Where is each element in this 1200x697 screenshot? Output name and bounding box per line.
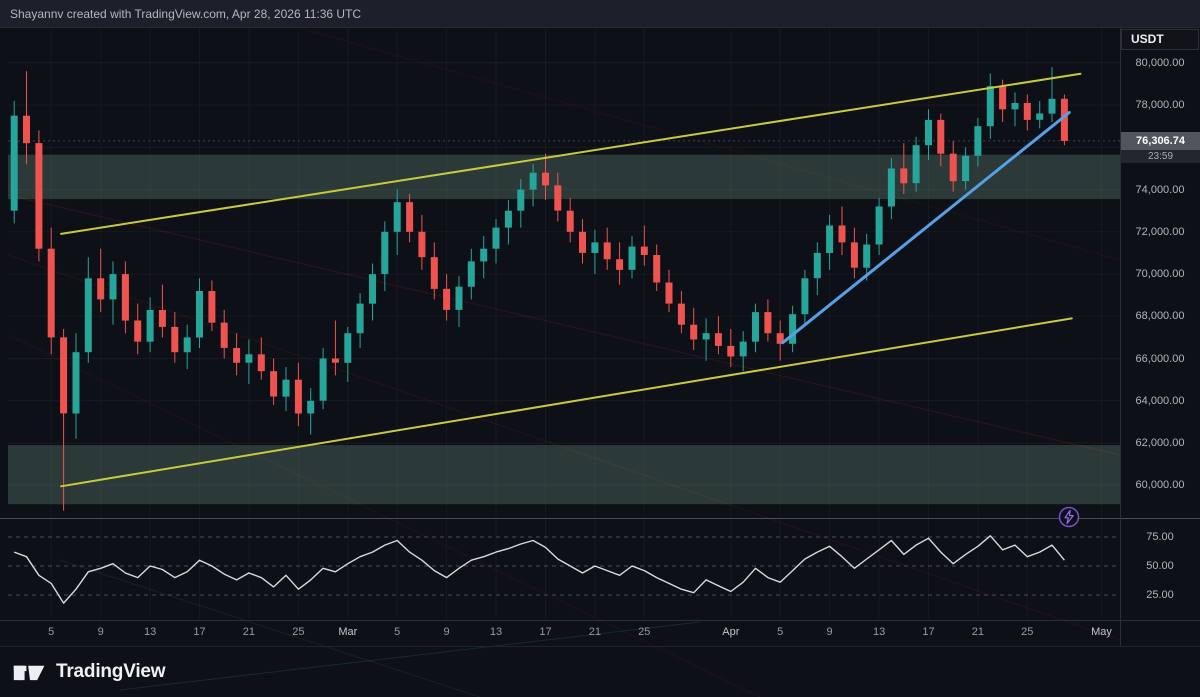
price-axis-label: 70,000.00 [1135, 268, 1185, 280]
rsi-lightning-button[interactable] [1057, 505, 1081, 529]
time-axis-label: 5 [394, 626, 401, 638]
time-axis-label: 9 [826, 626, 833, 638]
support-trendline-blue[interactable] [781, 111, 1071, 345]
last-price-badge[interactable]: 76,306.74 23:59 [1121, 132, 1200, 163]
time-axis-label: 21 [971, 626, 985, 638]
pane-separator[interactable] [0, 518, 1200, 519]
time-axis-label: 21 [242, 626, 256, 638]
header-bar: Shayannv created with TradingView.com, A… [0, 0, 1200, 28]
rsi-timeaxis-separator [0, 620, 1200, 621]
price-axis-label: 74,000.00 [1135, 184, 1185, 196]
rsi-pane[interactable] [8, 519, 1120, 619]
channel-bottom-trendline[interactable] [60, 317, 1073, 488]
time-gridlines [51, 28, 1101, 518]
footer-bar: TradingView [0, 646, 1200, 697]
price-gridlines [8, 62, 1120, 486]
time-axis-label: 25 [1021, 626, 1034, 638]
tradingview-logo-text[interactable]: TradingView [56, 660, 166, 682]
price-pane[interactable] [8, 28, 1120, 518]
demand-zone[interactable] [8, 445, 1120, 505]
time-axis-label: Mar [338, 626, 358, 638]
background-artifact-line [7, 334, 761, 697]
time-axis-label: May [1091, 626, 1112, 638]
background-artifact-line [7, 254, 1121, 641]
attribution-text: Shayannv created with TradingView.com, A… [10, 7, 362, 21]
time-axis-label: 5 [48, 626, 55, 638]
price-axis-label: 62,000.00 [1135, 437, 1185, 449]
tradingview-logo-icon[interactable] [12, 659, 48, 685]
time-axis-label: 9 [443, 626, 450, 638]
time-axis-label: 13 [143, 626, 157, 638]
price-axis-label: 68,000.00 [1135, 310, 1185, 322]
rsi-axis-label: 25.00 [1146, 589, 1174, 601]
time-axis-label: 25 [292, 626, 305, 638]
time-axis-label: 21 [588, 626, 602, 638]
time-axis-label: 13 [872, 626, 886, 638]
time-axis-label: 17 [539, 626, 552, 638]
rsi-line[interactable] [13, 535, 1065, 604]
price-axis-label: 72,000.00 [1135, 226, 1185, 238]
background-artifact-line [299, 27, 1121, 261]
background-artifact-line [59, 559, 481, 697]
channel-top-trendline[interactable] [60, 72, 1082, 235]
price-axis[interactable]: 80,000.00 78,000.00 74,000.00 72,000.00 70,0… [1120, 28, 1200, 646]
bar-close-countdown: 23:59 [1121, 150, 1200, 163]
background-artifact-line [7, 194, 1121, 456]
timeaxis-footer-separator [0, 646, 1200, 647]
lightning-icon [1058, 506, 1080, 528]
time-axis-label: Apr [722, 626, 740, 638]
time-axis-label: 13 [489, 626, 503, 638]
price-axis-label: 60,000.00 [1135, 479, 1185, 491]
time-axis-label: 17 [193, 626, 206, 638]
time-axis-label: 9 [97, 626, 104, 638]
price-axis-label: 64,000.00 [1135, 395, 1185, 407]
candles-layer[interactable] [10, 67, 1068, 511]
price-axis-label: 66,000.00 [1135, 353, 1185, 365]
time-axis-label: 25 [638, 626, 651, 638]
time-axis-label: 17 [922, 626, 935, 638]
rsi-axis-label: 50.00 [1146, 560, 1174, 572]
quote-currency-badge[interactable]: USDT [1121, 29, 1199, 50]
time-axis[interactable]: 5 9 13 17 21 25 Mar 5 9 13 17 21 25 Apr 5 9 13 17 21 25 May [0, 620, 1120, 646]
time-axis-label: 5 [777, 626, 784, 638]
supply-zone[interactable] [8, 154, 1120, 200]
background-artifact-line [119, 621, 701, 691]
rsi-axis-label: 75.00 [1146, 531, 1174, 543]
price-axis-label: 80,000.00 [1135, 57, 1185, 69]
last-price-value: 76,306.74 [1121, 132, 1200, 150]
price-axis-label: 78,000.00 [1135, 99, 1185, 111]
price-axis-border [1120, 28, 1121, 646]
